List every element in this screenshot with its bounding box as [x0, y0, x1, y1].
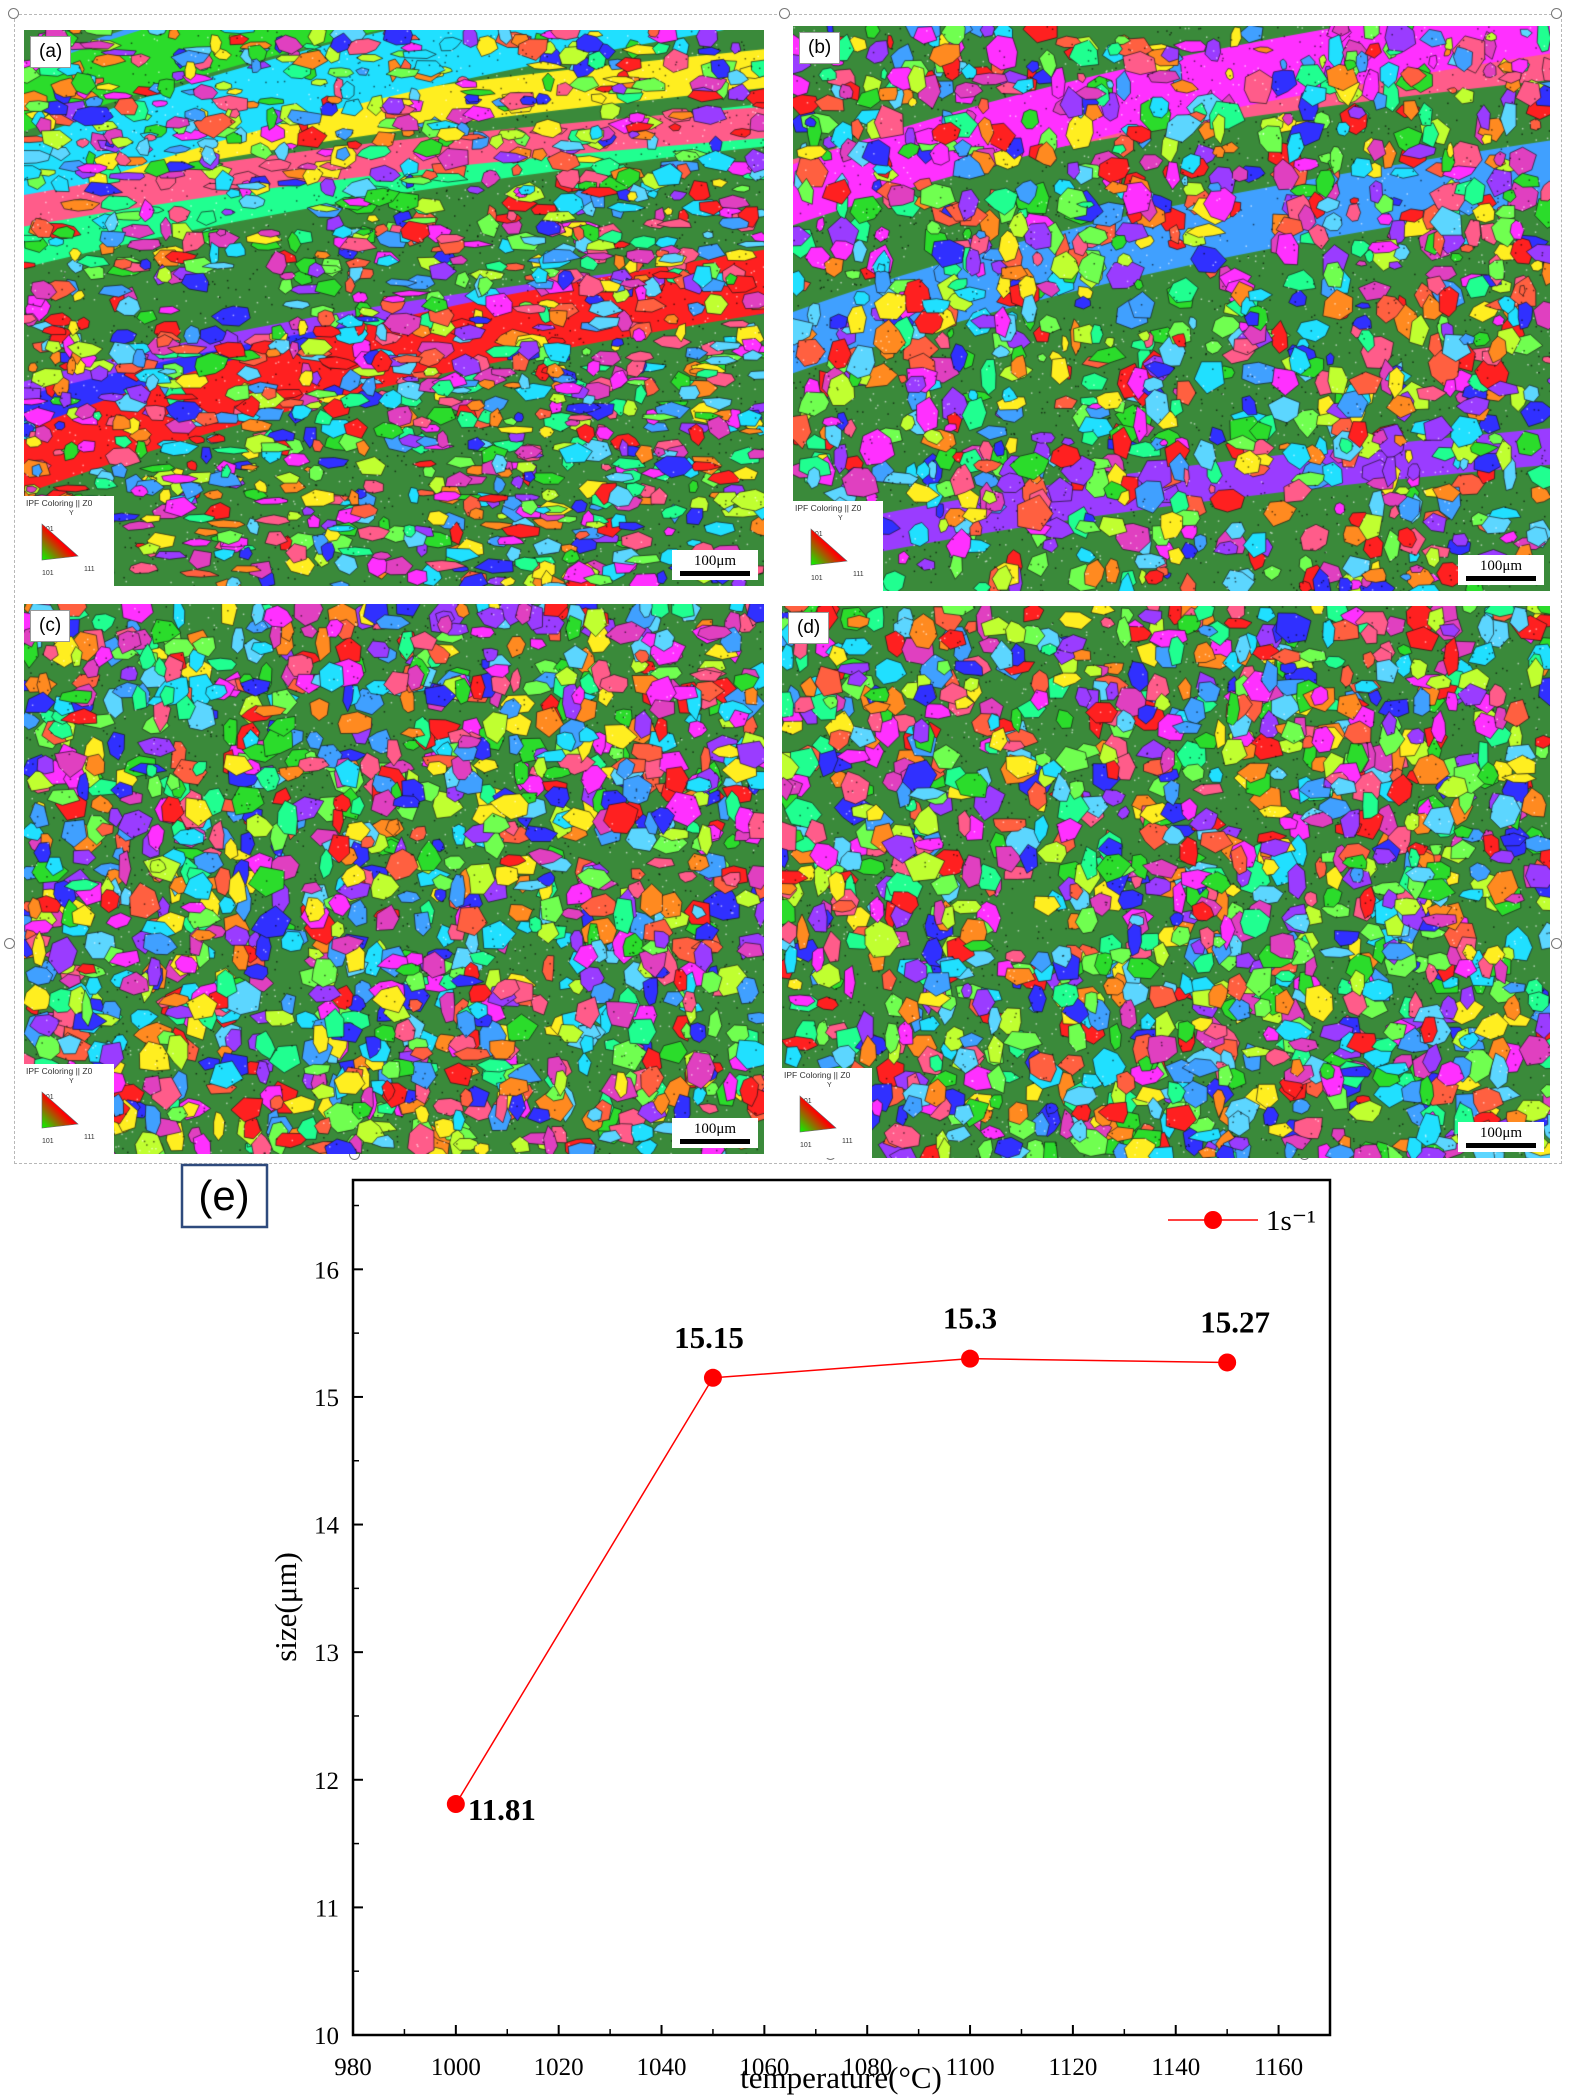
y-tick-label: 10: [314, 2023, 339, 2050]
ipf-y-label: Y: [827, 1082, 832, 1089]
y-axis: 10 11 12 13 14 15 16: [314, 1204, 363, 2050]
ipf-111-label: 111: [842, 1138, 853, 1145]
ipf-triangle-icon: [810, 528, 848, 566]
y-axis-title: size(μm): [268, 1552, 303, 1662]
ebsd-grain-map: [782, 606, 1550, 1158]
grain-size-chart: (e) 980 1000 1020 1040 1060 1080 1100 1120 1140 1…: [180, 1163, 1332, 2095]
x-tick-label: 1040: [637, 2054, 687, 2081]
x-tick-label: 1060: [739, 2054, 789, 2081]
x-axis-title: temperature(°C): [740, 2060, 942, 2095]
resize-handle-middle-right[interactable]: [1551, 938, 1562, 949]
scale-bar-line: [1466, 1143, 1536, 1148]
ebsd-grain-map: [24, 30, 764, 586]
ipf-101-label: 101: [811, 575, 823, 582]
ipf-101-label: 101: [800, 1142, 812, 1149]
scale-bar-line: [680, 571, 750, 576]
x-tick-label: 1160: [1254, 2054, 1303, 2081]
y-tick-label: 14: [314, 1513, 340, 1540]
scale-bar: 100μm: [1458, 1122, 1544, 1152]
x-tick-label: 1000: [431, 2054, 481, 2081]
ipf-111-label: 111: [84, 1134, 95, 1141]
ipf-101-label: 101: [42, 1138, 54, 1145]
ebsd-map-panel-d: (d) IPF Coloring || Z0 Y 001 101 111 100…: [782, 606, 1550, 1158]
ipf-legend: IPF Coloring || Z0 Y 001 101 111: [24, 1064, 114, 1154]
data-point: [703, 1368, 722, 1387]
ipf-legend: IPF Coloring || Z0 Y 001 101 111: [24, 496, 114, 586]
data-point: [961, 1349, 980, 1368]
ebsd-map-panel-b: (b) IPF Coloring || Z0 Y 001 101 111 100…: [793, 26, 1550, 591]
panel-label: (a): [30, 36, 72, 68]
ebsd-map-panel-a: (a) IPF Coloring || Z0 Y 001 101 111 100…: [24, 30, 764, 586]
panel-label: (d): [788, 612, 830, 644]
ipf-y-label: Y: [69, 510, 74, 517]
x-tick-label: 980: [334, 2054, 372, 2081]
x-tick-label: 1020: [534, 2054, 584, 2081]
scale-bar-line: [680, 1139, 750, 1144]
ipf-101-label: 101: [42, 570, 54, 577]
ipf-title: IPF Coloring || Z0: [26, 498, 93, 508]
scale-bar-label: 100μm: [1479, 558, 1523, 574]
resize-handle-top-left[interactable]: [8, 8, 19, 19]
panel-label: (c): [30, 610, 71, 642]
ipf-legend: IPF Coloring || Z0 Y 001 101 111: [782, 1068, 872, 1158]
ipf-111-label: 111: [853, 571, 864, 578]
series-line: [455, 1357, 1228, 1805]
ipf-legend: IPF Coloring || Z0 Y 001 101 111: [793, 501, 883, 591]
legend: 1s⁻¹: [1168, 1205, 1316, 1237]
scale-bar: 100μm: [672, 550, 758, 580]
ipf-title: IPF Coloring || Z0: [795, 503, 862, 513]
y-tick-label: 12: [314, 1768, 339, 1795]
x-tick-label: 1140: [1151, 2054, 1200, 2081]
x-tick-label: 1080: [842, 2054, 892, 2081]
ipf-triangle-icon: [41, 523, 79, 561]
scale-bar-line: [1466, 576, 1536, 581]
data-point: [446, 1795, 465, 1814]
data-label: 11.81: [468, 1792, 536, 1827]
scale-bar: 100μm: [672, 1118, 758, 1148]
legend-label: 1s⁻¹: [1266, 1205, 1316, 1237]
legend-marker: [1204, 1211, 1222, 1229]
data-label: 15.15: [674, 1320, 744, 1355]
ipf-title: IPF Coloring || Z0: [784, 1070, 851, 1080]
data-point: [1218, 1353, 1237, 1372]
y-tick-label: 11: [315, 1895, 339, 1922]
ipf-title: IPF Coloring || Z0: [26, 1066, 93, 1076]
y-tick-label: 13: [314, 1640, 339, 1667]
chart-tag: (e): [198, 1172, 249, 1219]
x-tick-label: 1120: [1048, 2054, 1097, 2081]
y-tick-label: 16: [314, 1257, 339, 1284]
x-axis: 980 1000 1020 1040 1060 1080 1100 1120 1140 1160: [334, 2025, 1303, 2081]
scale-bar-label: 100μm: [1479, 1125, 1523, 1141]
chart-tag-box: [180, 1163, 269, 1229]
ebsd-map-panel-c: (c) IPF Coloring || Z0 Y 001 101 111 100…: [24, 604, 764, 1154]
scale-bar: 100μm: [1458, 555, 1544, 585]
ebsd-grain-map: [793, 26, 1550, 591]
scale-bar-label: 100μm: [693, 553, 737, 569]
ipf-111-label: 111: [84, 566, 95, 573]
panel-label: (b): [799, 32, 841, 64]
data-label: 15.3: [943, 1301, 997, 1336]
ipf-triangle-icon: [799, 1095, 837, 1133]
ipf-triangle-icon: [41, 1091, 79, 1129]
y-tick-label: 15: [314, 1385, 339, 1412]
resize-handle-top-center[interactable]: [779, 8, 790, 19]
ipf-y-label: Y: [69, 1078, 74, 1085]
resize-handle-middle-left[interactable]: [4, 938, 15, 949]
x-tick-label: 1100: [946, 2054, 995, 2081]
series-group: 11.81 15.15 15.3 15.27: [446, 1301, 1270, 1827]
data-label: 15.27: [1200, 1304, 1270, 1339]
plot-frame: [351, 1178, 1332, 2037]
ipf-y-label: Y: [838, 515, 843, 522]
scale-bar-label: 100μm: [693, 1121, 737, 1137]
resize-handle-top-right[interactable]: [1551, 8, 1562, 19]
ebsd-grain-map: [24, 604, 764, 1154]
